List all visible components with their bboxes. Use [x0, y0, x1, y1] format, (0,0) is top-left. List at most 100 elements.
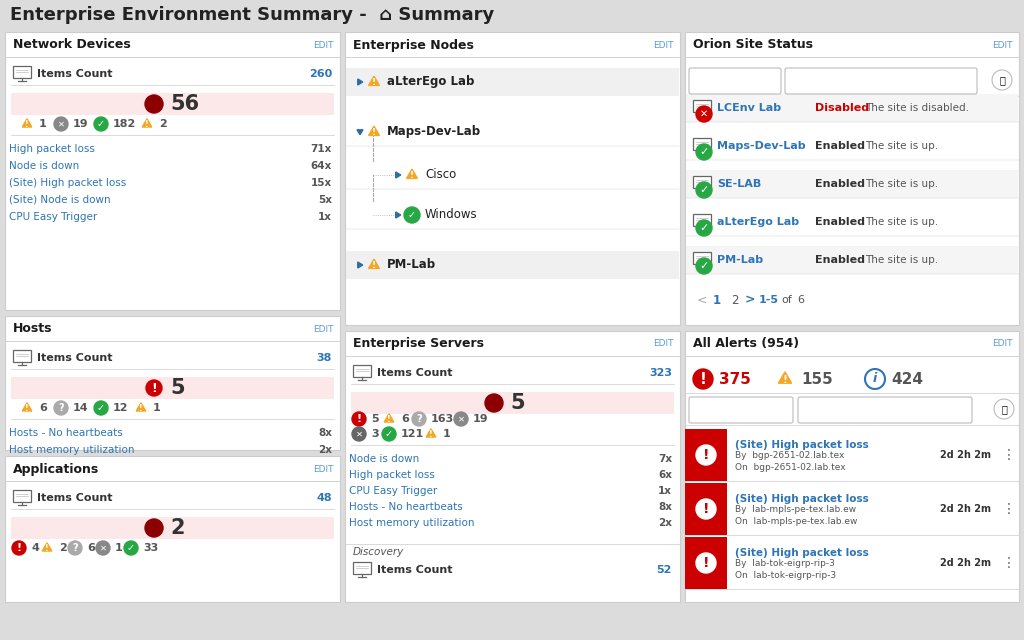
Text: LCEnv Lab: LCEnv Lab — [717, 103, 781, 113]
Text: High packet loss: High packet loss — [9, 144, 95, 154]
Text: ✕: ✕ — [57, 120, 65, 129]
FancyBboxPatch shape — [346, 251, 679, 279]
Text: Node is down: Node is down — [9, 161, 79, 171]
Text: EDIT: EDIT — [313, 40, 334, 49]
Text: EDIT: EDIT — [992, 40, 1013, 49]
Text: !: ! — [145, 120, 148, 129]
Circle shape — [352, 412, 366, 426]
FancyBboxPatch shape — [686, 170, 1018, 198]
FancyBboxPatch shape — [693, 176, 711, 188]
Text: ?: ? — [72, 543, 78, 553]
Text: 1x: 1x — [658, 486, 672, 496]
Text: 5: 5 — [371, 414, 379, 424]
Circle shape — [485, 394, 503, 412]
FancyBboxPatch shape — [693, 252, 711, 264]
Polygon shape — [369, 126, 380, 136]
FancyBboxPatch shape — [11, 517, 334, 539]
Text: On  lab-mpls-pe-tex.lab.ew: On lab-mpls-pe-tex.lab.ew — [735, 516, 857, 525]
Text: 15x: 15x — [310, 178, 332, 188]
Text: The site is disabled.: The site is disabled. — [865, 103, 969, 113]
FancyBboxPatch shape — [5, 32, 340, 310]
Text: Status: Status — [713, 75, 749, 85]
Circle shape — [865, 369, 885, 389]
FancyBboxPatch shape — [693, 100, 711, 112]
Text: 2: 2 — [731, 294, 738, 307]
Text: 3: 3 — [371, 429, 379, 439]
Text: Cisco: Cisco — [425, 168, 457, 182]
Circle shape — [404, 207, 420, 223]
Text: !: ! — [699, 371, 707, 387]
Text: 1: 1 — [443, 429, 451, 439]
Text: 14: 14 — [73, 403, 89, 413]
Text: High packet loss: High packet loss — [349, 470, 435, 480]
Text: 19: 19 — [473, 414, 488, 424]
Text: i: i — [872, 372, 878, 385]
Text: Maps-Dev-Lab: Maps-Dev-Lab — [387, 125, 481, 138]
FancyBboxPatch shape — [5, 456, 340, 602]
Text: 2: 2 — [59, 543, 67, 553]
Text: Hosts - No heartbeats: Hosts - No heartbeats — [9, 428, 123, 438]
Text: Enabled: Enabled — [815, 217, 865, 227]
Text: (Site) High packet loss: (Site) High packet loss — [9, 178, 126, 188]
Text: Items Count: Items Count — [37, 353, 113, 363]
Text: <: < — [697, 294, 708, 307]
Circle shape — [696, 258, 712, 274]
Polygon shape — [136, 403, 145, 411]
Text: !: ! — [152, 381, 157, 394]
Polygon shape — [142, 119, 152, 127]
Circle shape — [96, 541, 110, 555]
Text: EDIT: EDIT — [313, 324, 334, 333]
Text: 375: 375 — [719, 371, 751, 387]
FancyBboxPatch shape — [351, 392, 674, 414]
Text: 2d 2h 2m: 2d 2h 2m — [940, 450, 991, 460]
Text: !: ! — [387, 415, 391, 424]
Text: !: ! — [16, 543, 22, 553]
Circle shape — [94, 401, 108, 415]
Text: 64x: 64x — [310, 161, 332, 171]
Circle shape — [54, 117, 68, 131]
Text: Items Count: Items Count — [37, 69, 113, 79]
FancyBboxPatch shape — [345, 32, 680, 325]
FancyBboxPatch shape — [685, 32, 1019, 325]
Text: !: ! — [372, 261, 376, 270]
Text: Enabled: Enabled — [815, 255, 865, 265]
Text: Node is down: Node is down — [349, 454, 419, 464]
Circle shape — [382, 427, 396, 441]
Text: PM-Lab: PM-Lab — [717, 255, 763, 265]
FancyBboxPatch shape — [685, 483, 727, 535]
FancyBboxPatch shape — [346, 68, 679, 96]
Text: (Site) High packet loss: (Site) High packet loss — [735, 548, 868, 558]
Text: !: ! — [702, 448, 710, 462]
FancyBboxPatch shape — [693, 138, 711, 150]
FancyBboxPatch shape — [686, 208, 1018, 236]
Text: By  lab-mpls-pe-tex.lab.ew: By lab-mpls-pe-tex.lab.ew — [735, 506, 856, 515]
Text: Enterprise Servers: Enterprise Servers — [353, 337, 484, 351]
Text: ✓: ✓ — [699, 147, 709, 157]
Polygon shape — [23, 119, 32, 127]
Text: ✕: ✕ — [355, 429, 362, 438]
Text: 323: 323 — [649, 368, 672, 378]
Text: 6: 6 — [87, 543, 95, 553]
Text: Discovery: Discovery — [353, 547, 404, 557]
Text: Windows: Windows — [425, 209, 477, 221]
FancyBboxPatch shape — [689, 68, 781, 94]
Text: !: ! — [45, 544, 49, 553]
Text: 424: 424 — [891, 371, 923, 387]
FancyBboxPatch shape — [11, 93, 334, 115]
Circle shape — [696, 220, 712, 236]
Text: Host memory utilization: Host memory utilization — [349, 518, 474, 528]
Text: >: > — [745, 294, 756, 307]
Text: 2d 2h 2m: 2d 2h 2m — [940, 504, 991, 514]
Text: Maps-Dev-Lab: Maps-Dev-Lab — [717, 141, 806, 151]
Text: 5: 5 — [510, 393, 524, 413]
Circle shape — [124, 541, 138, 555]
Text: ✓: ✓ — [385, 429, 393, 439]
Text: 5: 5 — [170, 378, 184, 398]
FancyBboxPatch shape — [0, 0, 1024, 30]
Text: !: ! — [139, 404, 142, 413]
Text: 2d 2h 2m: 2d 2h 2m — [940, 558, 991, 568]
FancyBboxPatch shape — [693, 214, 711, 226]
Circle shape — [696, 144, 712, 160]
Polygon shape — [384, 414, 394, 422]
Polygon shape — [395, 212, 400, 218]
